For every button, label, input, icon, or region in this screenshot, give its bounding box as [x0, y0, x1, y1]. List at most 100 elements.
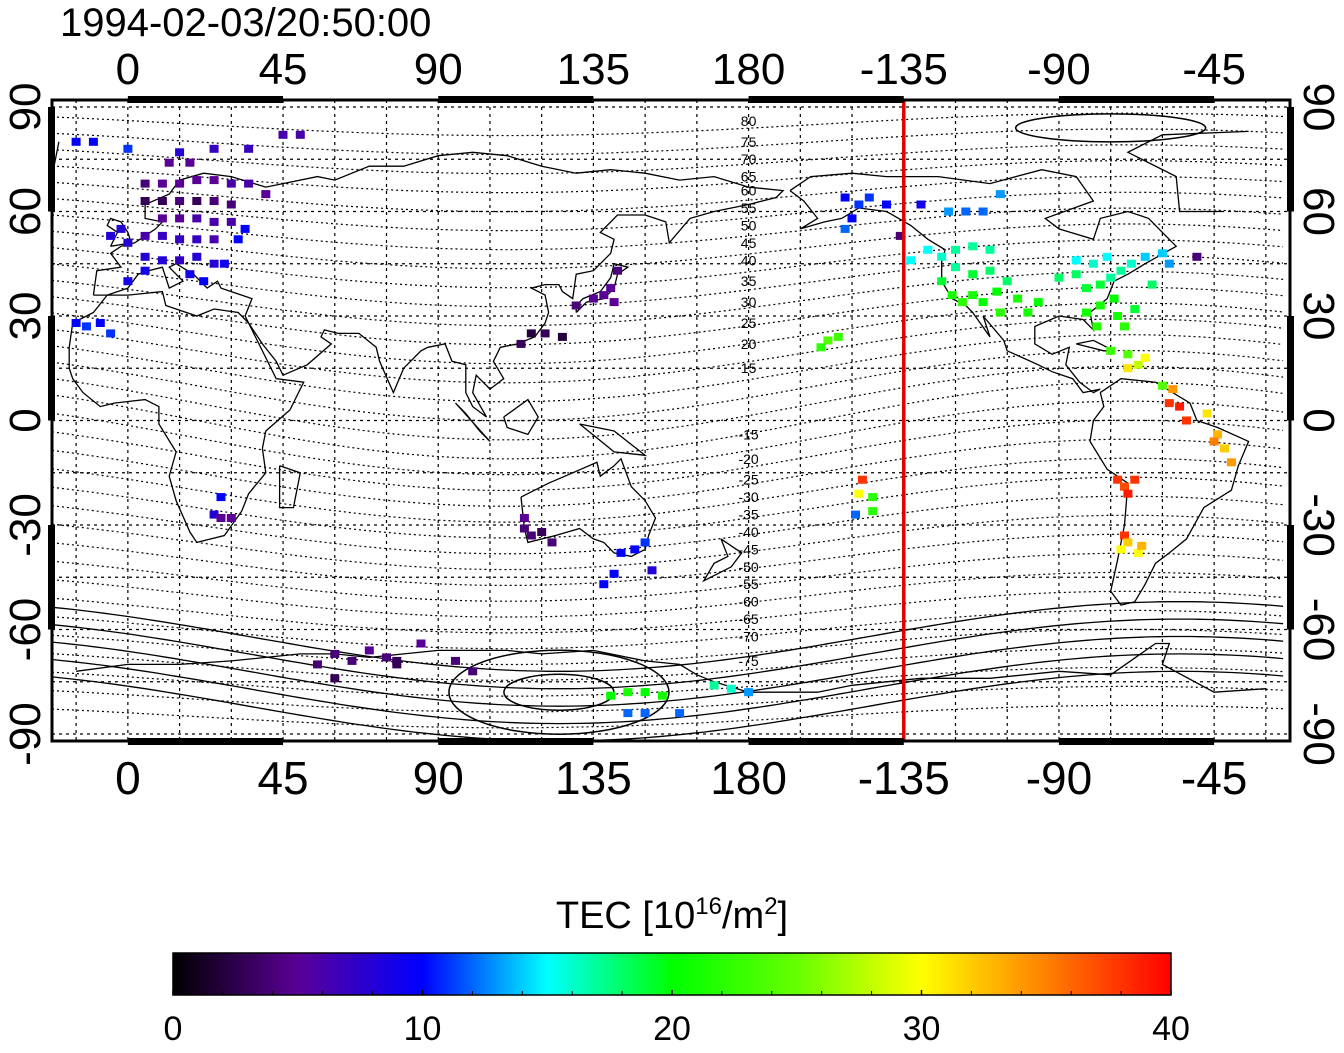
colorbar-tick-label: 40	[1152, 1010, 1190, 1048]
tec-point	[157, 197, 167, 205]
tec-point	[185, 270, 195, 279]
tec-point	[71, 319, 81, 327]
tec-point	[640, 688, 650, 697]
contour-line	[52, 349, 1284, 422]
tec-point	[1157, 249, 1167, 258]
tec-point	[140, 231, 150, 240]
contour-line	[52, 571, 1284, 618]
tec-point	[295, 130, 305, 139]
tec-point	[823, 336, 833, 345]
tec-point	[157, 231, 167, 240]
top-lon-tick-label: 90	[414, 45, 463, 94]
tec-point	[571, 301, 581, 310]
tec-point	[106, 231, 116, 240]
top-lon-tick-label: 45	[259, 45, 308, 94]
tec-point	[116, 224, 126, 233]
timestamp-title: 1994-02-03/20:50:00	[60, 1, 431, 45]
bottom-lon-tick-label: 135	[555, 752, 632, 804]
contour-label-north: 65	[741, 169, 757, 185]
tec-point	[313, 660, 322, 669]
tec-point	[951, 263, 960, 272]
contour-line-solid	[52, 635, 1284, 707]
tec-point	[995, 308, 1005, 317]
bottom-lon-tick-label: 90	[413, 752, 464, 804]
contour-label-north: 80	[741, 113, 757, 129]
colorbar-title-exp2: 2	[764, 893, 777, 920]
colorbar-ticks: 0 10 20 30 40	[164, 990, 1190, 1048]
contour-label-south: -65	[738, 611, 758, 627]
right-lat-tick-label: 0	[1294, 408, 1343, 432]
tec-point	[606, 284, 616, 293]
tec-point	[1033, 298, 1043, 307]
axis-band-bottom	[127, 738, 284, 745]
tec-point	[516, 339, 526, 348]
tec-point	[1023, 308, 1033, 317]
tec-point	[540, 329, 550, 338]
tec-point	[330, 674, 340, 683]
tec-point	[226, 514, 236, 522]
axis-band-left	[48, 106, 55, 212]
contour-line	[52, 552, 1284, 602]
coastline	[702, 538, 743, 583]
tec-point	[1123, 364, 1133, 373]
tec-point	[854, 489, 864, 498]
top-lon-tick-label: -90	[1027, 45, 1091, 94]
tec-point	[1082, 284, 1091, 293]
tec-point	[244, 179, 254, 188]
tec-point	[609, 569, 619, 578]
bottom-lon-tick-label: -45	[1181, 752, 1247, 804]
tec-point	[209, 176, 219, 185]
tec-point	[1123, 538, 1133, 547]
contour-label-south: -60	[738, 594, 758, 610]
tec-point	[1106, 273, 1116, 282]
tec-point	[937, 252, 947, 261]
coastline	[579, 423, 648, 457]
tec-point	[157, 256, 167, 265]
tec-point	[1202, 409, 1212, 418]
tec-point	[1137, 541, 1147, 550]
tec-point	[519, 524, 529, 533]
tec-point	[857, 475, 867, 484]
tec-point	[88, 137, 98, 146]
contour-line	[52, 704, 1284, 729]
contour-label-south: -55	[738, 576, 758, 592]
contour-label-south: -15	[738, 426, 758, 442]
tec-point	[840, 224, 850, 233]
tec-point	[630, 545, 640, 554]
bottom-lon-tick-label: 180	[710, 752, 787, 804]
contour-line-solid	[52, 670, 1284, 741]
tec-point	[616, 548, 626, 557]
tec-point	[1002, 277, 1012, 286]
tec-point	[175, 179, 185, 188]
tec-point	[140, 179, 150, 188]
contour-line	[52, 128, 1284, 156]
tec-point	[1123, 489, 1133, 498]
tec-point	[1120, 322, 1129, 331]
coastlines	[52, 130, 1266, 693]
tec-point	[968, 270, 978, 279]
tec-point	[140, 266, 150, 275]
tec-point	[216, 514, 226, 522]
tec-point	[1054, 273, 1064, 282]
right-lat-tick-label: 90	[1294, 82, 1343, 131]
tec-point	[1164, 259, 1174, 268]
tec-point	[1095, 280, 1105, 289]
tec-point	[968, 291, 978, 300]
tec-point	[599, 580, 609, 589]
contour-label-north: 45	[741, 235, 757, 251]
top-lon-tick-label: 0	[116, 45, 140, 94]
tec-point	[623, 688, 633, 697]
tec-point	[1102, 252, 1112, 261]
top-lon-tick-label: -135	[860, 45, 948, 94]
tec-point	[1092, 322, 1102, 331]
contour-line	[52, 514, 1284, 571]
coastline	[455, 402, 491, 442]
tec-point	[1071, 270, 1081, 279]
contour-line	[52, 647, 1284, 681]
tec-point	[613, 266, 622, 275]
tec-point	[1082, 308, 1091, 317]
tec-point	[992, 287, 1002, 296]
tec-point	[175, 214, 185, 223]
